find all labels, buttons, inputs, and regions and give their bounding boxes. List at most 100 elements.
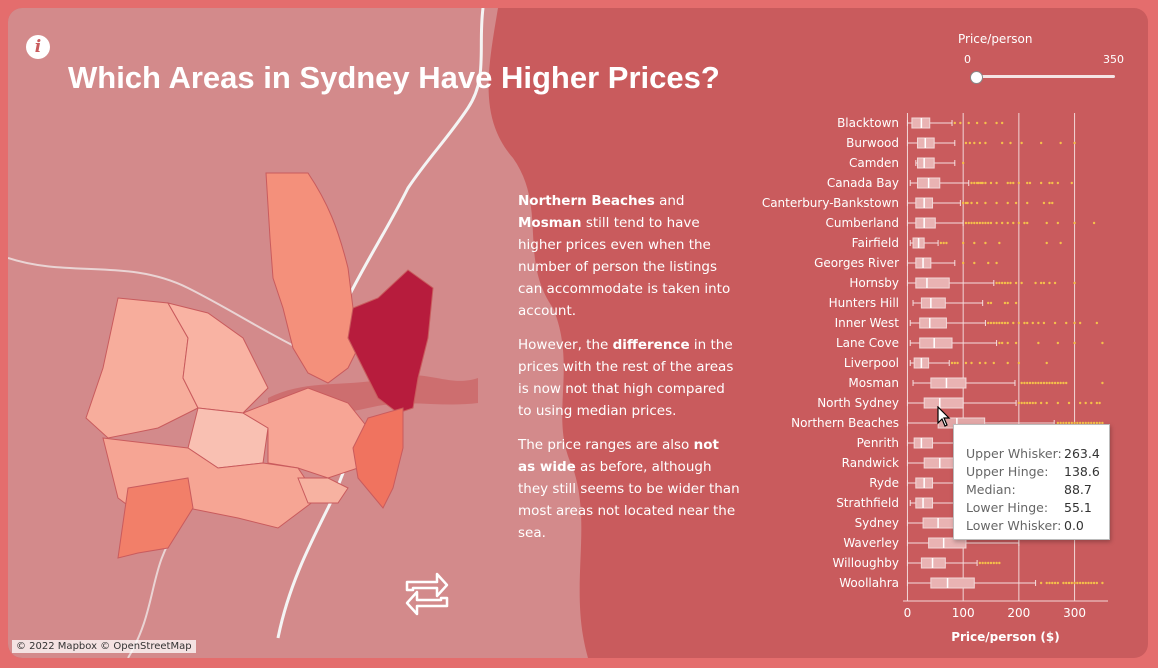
lga-hornsby[interactable] — [265, 172, 364, 384]
outlier-point — [1051, 181, 1054, 185]
outlier-point — [1053, 381, 1057, 385]
outlier-point — [987, 321, 990, 325]
outlier-point — [1045, 401, 1048, 405]
outlier-point — [1062, 381, 1065, 385]
outlier-point — [1095, 401, 1099, 405]
outlier-point — [1065, 381, 1068, 385]
lga-inner-suburbs[interactable] — [241, 387, 369, 479]
outlier-point — [1070, 581, 1073, 585]
category-label: Hunters Hill — [829, 296, 899, 310]
narrative-paragraph-2: However, the difference in the prices wi… — [518, 337, 734, 419]
outlier-point — [961, 161, 965, 165]
outlier-point — [995, 201, 998, 205]
outlier-point — [1078, 401, 1082, 405]
box — [920, 557, 946, 569]
outlier-point — [1000, 221, 1004, 225]
slider-min-label: 0 — [964, 53, 971, 66]
slider-thumb[interactable] — [970, 71, 983, 84]
tooltip: Upper Whisker: 263.4 Upper Hinge: 138.6 Medi… — [953, 424, 1110, 540]
outlier-point — [987, 261, 990, 265]
lga-east[interactable] — [352, 407, 404, 509]
outlier-point — [975, 201, 979, 205]
outlier-point — [977, 181, 980, 185]
outlier-point — [964, 361, 968, 365]
outlier-point — [1017, 181, 1021, 185]
slider-track[interactable] — [971, 75, 1115, 78]
outlier-point — [975, 221, 979, 225]
category-label: Woollahra — [839, 576, 899, 590]
outlier-point — [1028, 181, 1032, 185]
outlier-point — [1065, 321, 1068, 325]
tooltip-value: 88.7 — [1064, 482, 1092, 497]
category-label: Waverley — [843, 536, 899, 550]
tooltip-value: 138.6 — [1064, 464, 1100, 479]
map-road — [346, 8, 485, 299]
outlier-point — [1000, 281, 1004, 285]
outlier-point — [1006, 301, 1009, 305]
outlier-point — [1006, 361, 1009, 365]
outlier-point — [1078, 321, 1082, 325]
category-label: Liverpool — [844, 356, 899, 370]
outlier-point — [1056, 341, 1060, 345]
outlier-point — [1098, 401, 1101, 405]
lga-northern-beaches[interactable] — [347, 269, 434, 414]
outlier-point — [987, 561, 990, 565]
box — [915, 277, 950, 289]
lga-campbelltown[interactable] — [117, 477, 194, 559]
outlier-point — [1056, 221, 1060, 225]
outlier-point — [1084, 581, 1087, 585]
outlier-point — [968, 141, 972, 145]
outlier-point — [984, 121, 987, 125]
outlier-point — [1028, 381, 1032, 385]
outlier-point — [964, 141, 968, 145]
outlier-point — [1039, 381, 1043, 385]
outlier-point — [1017, 221, 1021, 225]
outlier-point — [1078, 421, 1082, 425]
outlier-point — [1062, 581, 1065, 585]
outlier-point — [967, 221, 970, 225]
outlier-point — [995, 121, 998, 125]
narrative-paragraph-1: Northern Beaches and Mosman still tend t… — [518, 193, 731, 319]
outlier-point — [1014, 301, 1018, 305]
box — [919, 337, 953, 349]
outlier-point — [981, 181, 984, 185]
outlier-point — [1059, 141, 1062, 145]
outlier-point — [1053, 581, 1057, 585]
outlier-point — [1078, 581, 1082, 585]
outlier-point — [1023, 321, 1026, 325]
outlier-point — [1048, 581, 1051, 585]
category-label: Penrith — [857, 436, 899, 450]
outlier-point — [1028, 401, 1032, 405]
outlier-point — [995, 181, 998, 185]
outlier-point — [1056, 581, 1060, 585]
sydney-map[interactable] — [8, 8, 1148, 658]
outlier-point — [1092, 421, 1096, 425]
swap-arrows-icon[interactable] — [403, 568, 451, 620]
lga-sutherland[interactable] — [297, 477, 349, 504]
outlier-point — [1020, 401, 1023, 405]
outlier-point — [1090, 401, 1093, 405]
outlier-point — [1101, 421, 1104, 425]
box — [928, 537, 967, 549]
info-icon[interactable]: i — [26, 35, 50, 59]
outlier-point — [978, 361, 982, 365]
outlier-point — [1014, 341, 1018, 345]
outlier-point — [1101, 381, 1104, 385]
outlier-point — [1045, 221, 1048, 225]
outlier-point — [1003, 301, 1007, 305]
outlier-point — [1084, 421, 1087, 425]
category-label: Lane Cove — [836, 336, 899, 350]
outlier-point — [973, 181, 976, 185]
outlier-point — [1017, 321, 1021, 325]
outlier-point — [1042, 321, 1046, 325]
outlier-point — [959, 121, 962, 125]
outlier-point — [1073, 281, 1076, 285]
outlier-point — [1048, 181, 1051, 185]
outlier-point — [973, 241, 976, 245]
box — [930, 577, 975, 589]
outlier-point — [984, 361, 987, 365]
map-attribution[interactable]: © 2022 Mapbox © OpenStreetMap — [12, 640, 196, 653]
box — [920, 297, 946, 309]
outlier-point — [1031, 381, 1034, 385]
box — [915, 217, 936, 229]
